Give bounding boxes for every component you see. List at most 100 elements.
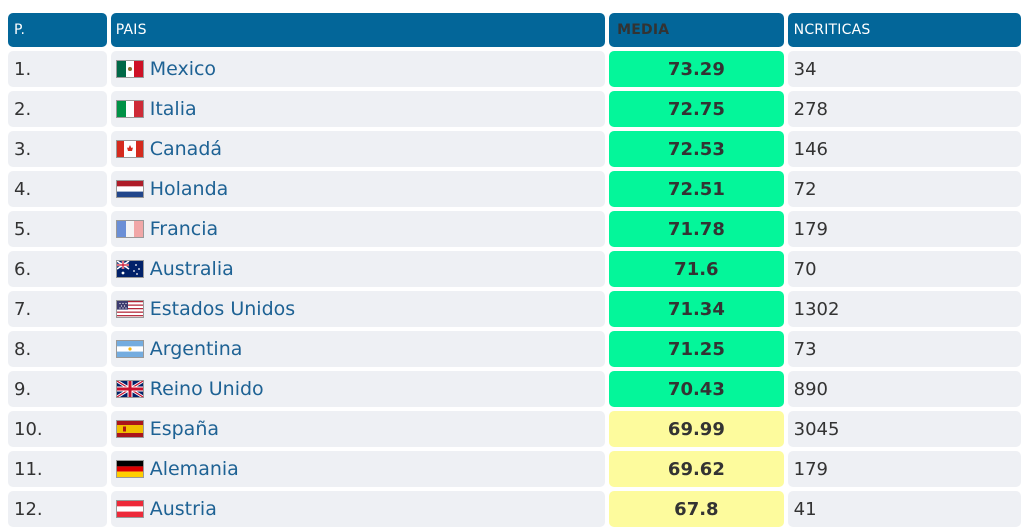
row-country-cell: Argentina [110, 331, 606, 367]
row-review-count: 278 [787, 91, 1021, 127]
country-link[interactable]: Holanda [149, 178, 229, 200]
row-review-count: 3045 [787, 411, 1021, 447]
row-review-count: 890 [787, 371, 1021, 407]
table-row: 7. Estados Unidos 71.34 1302 [8, 291, 1021, 327]
row-review-count: 179 [787, 451, 1021, 487]
country-link[interactable]: Canadá [149, 138, 223, 160]
country-wrapper: Estados Unidos [115, 298, 605, 320]
row-position: 8. [8, 331, 107, 367]
country-wrapper: Canadá [115, 138, 605, 160]
row-country-cell: Italia [110, 91, 606, 127]
netherlands-flag-icon [115, 180, 144, 198]
row-country-cell: Reino Unido [110, 371, 606, 407]
country-link[interactable]: Mexico [149, 58, 217, 80]
austria-flag-icon [115, 500, 144, 518]
row-average-score: 71.34 [609, 291, 784, 327]
country-wrapper: Alemania [115, 458, 605, 480]
country-link[interactable]: Argentina [149, 338, 243, 360]
row-position: 10. [8, 411, 107, 447]
country-wrapper: Argentina [115, 338, 605, 360]
country-wrapper: Mexico [115, 58, 605, 80]
row-review-count: 73 [787, 331, 1021, 367]
table-row: 5. Francia 71.78 179 [8, 211, 1021, 247]
row-average-score: 72.51 [609, 171, 784, 207]
header-position[interactable]: P. [8, 13, 107, 47]
header-average[interactable]: MEDIA [609, 13, 784, 47]
row-average-score: 67.8 [609, 491, 784, 527]
row-country-cell: Alemania [110, 451, 606, 487]
ranking-table: P. PAIS MEDIA NCRITICAS 1. Mexico 73.29 34 2… [4, 9, 1025, 531]
row-review-count: 146 [787, 131, 1021, 167]
row-average-score: 70.43 [609, 371, 784, 407]
table-row: 11. Alemania 69.62 179 [8, 451, 1021, 487]
country-link[interactable]: Italia [149, 98, 197, 120]
table-row: 4. Holanda 72.51 72 [8, 171, 1021, 207]
country-link[interactable]: Estados Unidos [149, 298, 296, 320]
row-review-count: 41 [787, 491, 1021, 527]
country-wrapper: Reino Unido [115, 378, 605, 400]
row-position: 2. [8, 91, 107, 127]
row-country-cell: Austria [110, 491, 606, 527]
mexico-flag-icon [115, 60, 144, 78]
row-position: 7. [8, 291, 107, 327]
table-body: 1. Mexico 73.29 34 2. Italia 72.75 278 3. Canadá 7… [8, 51, 1021, 527]
row-review-count: 34 [787, 51, 1021, 87]
row-country-cell: Estados Unidos [110, 291, 606, 327]
row-average-score: 72.75 [609, 91, 784, 127]
country-link[interactable]: Austria [149, 498, 217, 520]
country-link[interactable]: Francia [149, 218, 219, 240]
row-country-cell: Canadá [110, 131, 606, 167]
germany-flag-icon [115, 460, 144, 478]
row-country-cell: Mexico [110, 51, 606, 87]
country-link[interactable]: Australia [149, 258, 234, 280]
row-position: 5. [8, 211, 107, 247]
country-wrapper: Francia [115, 218, 605, 240]
row-review-count: 179 [787, 211, 1021, 247]
country-link[interactable]: España [149, 418, 220, 440]
france-flag-icon [115, 220, 144, 238]
header-country[interactable]: PAIS [110, 13, 606, 47]
row-country-cell: España [110, 411, 606, 447]
country-link[interactable]: Alemania [149, 458, 239, 480]
row-review-count: 72 [787, 171, 1021, 207]
table-row: 10. España 69.99 3045 [8, 411, 1021, 447]
row-country-cell: Holanda [110, 171, 606, 207]
argentina-flag-icon [115, 340, 144, 358]
table-row: 2. Italia 72.75 278 [8, 91, 1021, 127]
row-position: 3. [8, 131, 107, 167]
row-position: 11. [8, 451, 107, 487]
row-position: 9. [8, 371, 107, 407]
australia-flag-icon [115, 260, 144, 278]
table-row: 12. Austria 67.8 41 [8, 491, 1021, 527]
table-row: 9. Reino Unido 70.43 890 [8, 371, 1021, 407]
table-row: 1. Mexico 73.29 34 [8, 51, 1021, 87]
row-position: 6. [8, 251, 107, 287]
country-wrapper: Austria [115, 498, 605, 520]
row-average-score: 69.99 [609, 411, 784, 447]
row-review-count: 1302 [787, 291, 1021, 327]
row-average-score: 71.78 [609, 211, 784, 247]
country-wrapper: Australia [115, 258, 605, 280]
country-wrapper: Holanda [115, 178, 605, 200]
table-header-row: P. PAIS MEDIA NCRITICAS [8, 13, 1021, 47]
row-position: 12. [8, 491, 107, 527]
uk-flag-icon [115, 380, 144, 398]
row-country-cell: Francia [110, 211, 606, 247]
italy-flag-icon [115, 100, 144, 118]
row-average-score: 71.6 [609, 251, 784, 287]
spain-flag-icon [115, 420, 144, 438]
country-wrapper: Italia [115, 98, 605, 120]
row-average-score: 69.62 [609, 451, 784, 487]
country-link[interactable]: Reino Unido [149, 378, 264, 400]
row-position: 4. [8, 171, 107, 207]
table-row: 6. Australia 71.6 70 [8, 251, 1021, 287]
row-average-score: 73.29 [609, 51, 784, 87]
row-review-count: 70 [787, 251, 1021, 287]
row-country-cell: Australia [110, 251, 606, 287]
canada-flag-icon [115, 140, 144, 158]
row-average-score: 71.25 [609, 331, 784, 367]
country-wrapper: España [115, 418, 605, 440]
table-row: 8. Argentina 71.25 73 [8, 331, 1021, 367]
header-review-count[interactable]: NCRITICAS [787, 13, 1021, 47]
